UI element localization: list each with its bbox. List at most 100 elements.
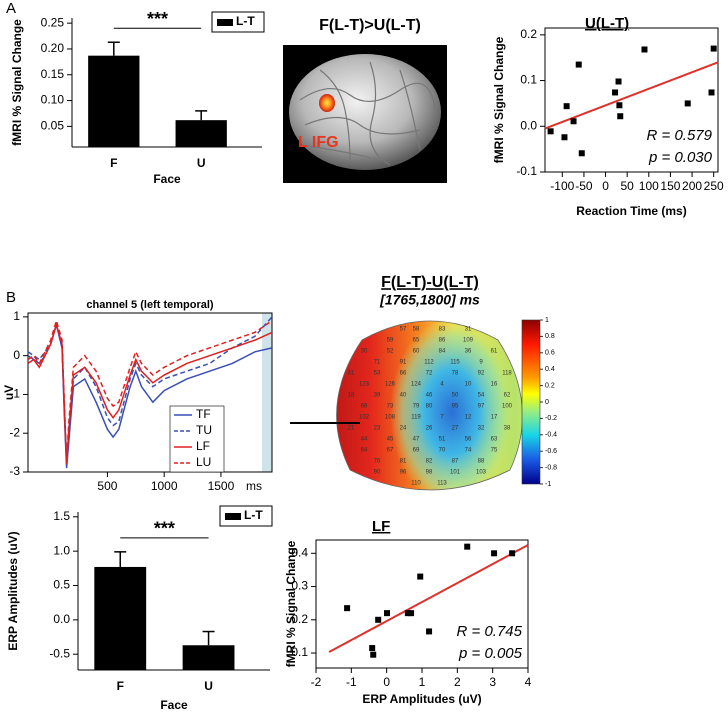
- point: [417, 573, 424, 580]
- x-tick-label: 100: [639, 179, 659, 193]
- legend-label: TF: [196, 407, 211, 421]
- electrode-label: 76: [374, 459, 381, 465]
- electrode-label: 46: [426, 393, 433, 399]
- colorbar-tick-label: 0: [545, 399, 549, 406]
- stat-annotation: R = 0.579: [647, 127, 713, 144]
- head-outline: [336, 320, 523, 491]
- electrode-label: 95: [452, 404, 459, 410]
- point: [375, 616, 382, 623]
- x-tick-label: 1: [419, 675, 426, 689]
- electrode-label: 74: [465, 448, 472, 454]
- electrode-label: 30: [361, 349, 368, 355]
- electrode-label: 61: [491, 349, 498, 355]
- electrode-label: 70: [439, 448, 446, 454]
- x-tick-label: 50: [620, 179, 634, 193]
- colorbar-tick-label: -0.2: [545, 415, 557, 422]
- x-axis-label: Reaction Time (ms): [576, 204, 686, 218]
- brain-gyri: [299, 61, 436, 166]
- electrode-label: 57: [400, 327, 407, 333]
- electrode-label: 102: [359, 415, 370, 421]
- electrode-label: 100: [502, 404, 513, 410]
- y-axis-label: fMRI % Signal Change: [284, 540, 298, 667]
- y-axis-label: ERP Amplitudes (uV): [6, 531, 20, 650]
- colorbar-tick-label: 1: [545, 317, 549, 324]
- electrode-label: 52: [387, 349, 394, 355]
- y-tick-label: 0.0: [520, 118, 537, 132]
- electrode-label: 58: [413, 327, 420, 333]
- plot-frame: [544, 27, 719, 173]
- y-tick-label: -2: [9, 425, 20, 439]
- point: [369, 645, 376, 652]
- electrode-label: 112: [424, 360, 434, 366]
- y-tick-label: 0.1: [520, 73, 537, 87]
- x-tick-label: F: [110, 156, 117, 170]
- x-tick-label: -1: [346, 675, 357, 689]
- brain-shape: [289, 54, 441, 170]
- bar: [182, 645, 235, 670]
- electrode-label: 17: [491, 415, 498, 421]
- electrode-label: 81: [400, 459, 407, 465]
- electrode-label: 97: [478, 404, 485, 410]
- point: [615, 78, 622, 85]
- electrode-label: 9: [479, 360, 483, 366]
- legend-box: [211, 11, 265, 33]
- point: [578, 150, 585, 157]
- electrode-label: 41: [348, 371, 355, 377]
- electrode-label: 109: [463, 338, 474, 344]
- electrode-label: 53: [374, 371, 381, 377]
- electrode-label: 36: [465, 349, 472, 355]
- y-axis-label: fMRI % Signal Change: [492, 36, 506, 163]
- point: [708, 89, 715, 96]
- electrode-label: 24: [400, 426, 407, 432]
- electrode-label: 119: [411, 415, 421, 421]
- electrode-label: 123: [359, 382, 370, 388]
- electrode-label: 78: [452, 371, 459, 377]
- legend-label: L-T: [236, 14, 255, 28]
- electrode-label: 92: [478, 371, 485, 377]
- x-tick-label: -50: [575, 179, 593, 193]
- point: [684, 100, 691, 107]
- x-tick-label: 0: [602, 179, 609, 193]
- significance-label: ***: [154, 519, 175, 539]
- y-tick-label: 0.25: [41, 15, 65, 29]
- legend-box: [169, 405, 225, 473]
- electrode-label: 10: [465, 382, 472, 388]
- legend-swatch: [217, 19, 233, 26]
- electrode-label: 18: [348, 393, 355, 399]
- point: [612, 89, 619, 96]
- x-tick-label: -100: [550, 179, 574, 193]
- brain-title: F(L-T)>U(L-T): [319, 17, 421, 34]
- electrode-label: 118: [502, 371, 512, 377]
- point: [561, 134, 568, 141]
- y-axis-label: uV: [2, 385, 16, 400]
- y-tick-label: 1.0: [53, 543, 70, 557]
- point: [641, 46, 648, 53]
- y-tick-label: 0.2: [520, 27, 537, 41]
- electrode-label: 45: [387, 437, 394, 443]
- colorbar-tick-label: 0.4: [545, 366, 555, 373]
- x-tick-label: U: [204, 679, 213, 693]
- region-label: L IFG: [298, 134, 339, 151]
- x-tick-label: U: [197, 156, 206, 170]
- stat-annotation: p = 0.005: [458, 645, 523, 662]
- point: [426, 628, 433, 635]
- point: [575, 61, 582, 68]
- y-tick-label: 0.4: [291, 545, 308, 559]
- y-tick-label: 0.1: [291, 645, 308, 659]
- chart-title: LF: [372, 518, 390, 535]
- colorbar-tick-label: -0.6: [545, 448, 557, 455]
- y-tick-label: 0.20: [41, 41, 65, 55]
- electrode-label: 101: [450, 470, 461, 476]
- colorbar-tick-label: 0.6: [545, 350, 555, 357]
- topomap-subtitle: [1765,1800] ms: [379, 292, 480, 308]
- legend-label: TU: [196, 423, 212, 437]
- x-tick-label: 500: [97, 479, 117, 493]
- electrode-label: 73: [387, 404, 394, 410]
- electrode-label: 71: [374, 360, 381, 366]
- y-tick-label: 1.5: [53, 509, 70, 523]
- electrode-label: 124: [411, 382, 422, 388]
- electrode-label: 62: [504, 393, 511, 399]
- y-tick-label: 0.5: [53, 578, 70, 592]
- electrode-label: 110: [411, 481, 421, 487]
